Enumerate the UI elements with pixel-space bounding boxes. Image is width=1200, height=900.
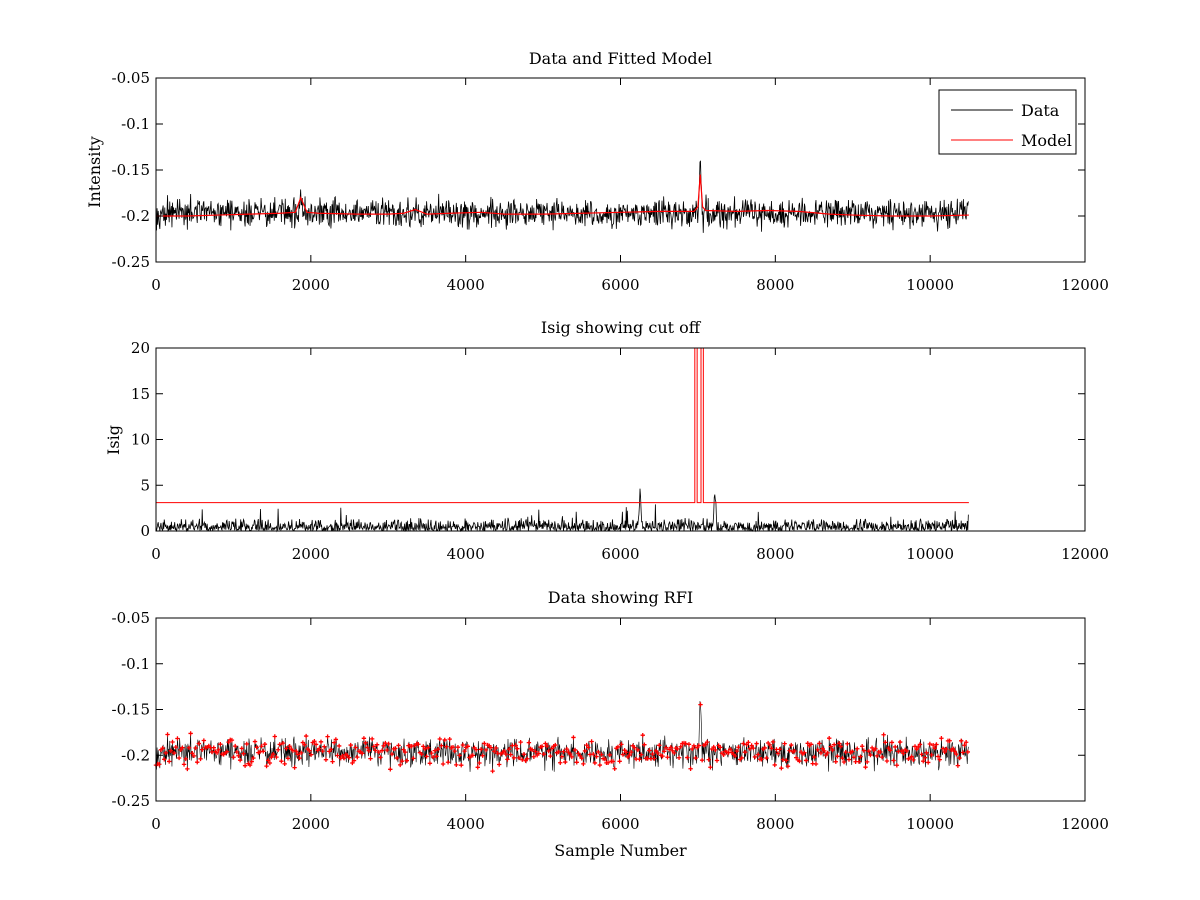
chart-title: Data showing RFI (548, 588, 693, 607)
x-tick-label: 4000 (447, 276, 485, 294)
y-tick-label: -0.15 (112, 161, 150, 179)
y-tick-label: -0.1 (121, 655, 150, 673)
y-tick-label: -0.1 (121, 115, 150, 133)
legend-box (938, 89, 1077, 155)
y-tick-label: 10 (131, 431, 150, 449)
x-tick-label: 2000 (292, 276, 330, 294)
y-tick-label: -0.2 (121, 207, 150, 225)
x-tick-label: 10000 (906, 545, 954, 563)
x-tick-label: 10000 (906, 815, 954, 833)
y-tick-label: 20 (131, 339, 150, 357)
x-tick-label: 6000 (601, 276, 639, 294)
x-tick-label: 8000 (756, 276, 794, 294)
y-tick-label: 15 (131, 385, 150, 403)
legend: Data Model (938, 89, 1077, 155)
x-tick-label: 12000 (1061, 815, 1109, 833)
subplot-isig-showing-cut-off: Isig showing cut off Isig 0 2000 4000 6000 8… (104, 318, 1109, 563)
x-tick-label: 6000 (601, 815, 639, 833)
y-tick-label: 0 (140, 522, 150, 540)
y-tick-label: -0.15 (112, 701, 150, 719)
y-axis-label: Isig (104, 425, 123, 455)
series-line-signal (155, 488, 969, 533)
legend-label-data: Data (1021, 101, 1060, 120)
x-tick-label: 12000 (1061, 276, 1109, 294)
y-tick-label: -0.25 (112, 253, 150, 271)
y-tick-label: -0.25 (112, 792, 150, 810)
y-axis-label: Intensity (85, 136, 104, 208)
y-tick-label: -0.05 (112, 69, 150, 87)
subplot-data-and-fitted-model: Data and Fitted Model Intensity 0 2000 400… (85, 49, 1109, 294)
x-tick-label: 2000 (292, 815, 330, 833)
x-tick-label: 4000 (447, 815, 485, 833)
legend-label-model: Model (1021, 131, 1072, 150)
x-tick-label: 0 (151, 545, 161, 563)
x-tick-label: 0 (151, 815, 161, 833)
chart-title: Isig showing cut off (541, 318, 702, 337)
x-axis-label: Sample Number (554, 841, 687, 860)
y-tick-label: -0.2 (121, 746, 150, 764)
y-tick-label: 5 (140, 476, 150, 494)
x-tick-label: 0 (151, 276, 161, 294)
x-tick-label: 8000 (756, 545, 794, 563)
series-line-model (156, 174, 969, 217)
y-tick-label: -0.05 (112, 609, 150, 627)
x-tick-label: 4000 (447, 545, 485, 563)
series-line-cutoff (156, 347, 969, 504)
subplot-data-showing-rfi: Data showing RFI Sample Number 0 2000 4000… (112, 588, 1109, 860)
x-tick-label: 12000 (1061, 545, 1109, 563)
x-tick-label: 2000 (292, 545, 330, 563)
x-tick-label: 6000 (601, 545, 639, 563)
x-tick-label: 10000 (906, 276, 954, 294)
x-tick-label: 8000 (756, 815, 794, 833)
chart-title: Data and Fitted Model (529, 49, 712, 68)
